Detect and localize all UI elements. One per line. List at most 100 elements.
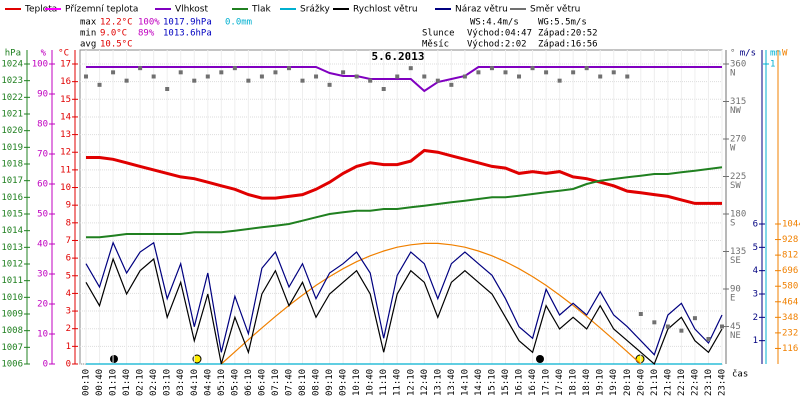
x-tick-label: 10:10 bbox=[352, 369, 362, 396]
axis-tick-label: 1 bbox=[770, 60, 775, 70]
axis-tick-label: 1024 bbox=[1, 60, 23, 70]
direction-dot bbox=[584, 66, 589, 71]
axis-tick-label: 0 bbox=[66, 360, 71, 370]
astro-set: Západ:16:56 bbox=[538, 40, 598, 50]
astro-rise: Východ:2:02 bbox=[467, 40, 527, 50]
axis-unit-label: mm bbox=[770, 49, 781, 59]
legend-label: Teplota bbox=[24, 5, 57, 15]
axis-tick-label: 100 bbox=[32, 60, 48, 70]
axis-tick-label: 2 bbox=[66, 324, 71, 334]
x-tick-label: 06:10 bbox=[244, 369, 254, 396]
axis-tick-label: 3 bbox=[753, 290, 758, 300]
x-tick-label: 20:40 bbox=[636, 369, 646, 396]
stat-text: 89% bbox=[138, 29, 155, 39]
axis-tick-label: 50 bbox=[37, 210, 48, 220]
astro-label: Slunce bbox=[422, 29, 455, 39]
x-tick-label: 13:10 bbox=[433, 369, 443, 396]
x-tick-label: 03:10 bbox=[163, 369, 173, 396]
direction-dot bbox=[706, 337, 711, 341]
stat-text: 12.2°C bbox=[100, 18, 133, 28]
direction-dot bbox=[124, 78, 129, 83]
axis-tick-label: 1010 bbox=[1, 293, 23, 303]
axis-tick-label: 1020 bbox=[1, 126, 23, 136]
direction-dot bbox=[665, 324, 670, 329]
direction-dot bbox=[178, 70, 183, 75]
direction-dot bbox=[232, 66, 237, 71]
direction-dot bbox=[476, 70, 481, 75]
x-tick-label: 12:10 bbox=[406, 369, 416, 396]
dir-name-label: SW bbox=[730, 181, 741, 191]
axis-unit-label: W bbox=[782, 49, 788, 59]
axis-tick-label: 17 bbox=[60, 60, 71, 70]
axis-tick-label: 6 bbox=[66, 254, 71, 264]
direction-dot bbox=[720, 324, 724, 329]
x-tick-label: 11:10 bbox=[379, 369, 389, 396]
x-tick-label: 02:10 bbox=[136, 369, 146, 396]
direction-dot bbox=[679, 328, 684, 333]
series-line bbox=[86, 66, 722, 93]
x-tick-label: 02:40 bbox=[149, 369, 159, 396]
plot-frame bbox=[79, 49, 723, 365]
x-tick-label: 21:40 bbox=[663, 369, 673, 396]
x-tick-label: 12:40 bbox=[420, 369, 430, 396]
wind-info: WG:5.5m/s bbox=[538, 18, 587, 28]
dir-name-label: S bbox=[730, 219, 735, 229]
direction-dot bbox=[138, 66, 143, 71]
direction-dot bbox=[341, 70, 346, 75]
axis-tick-label: 928 bbox=[782, 235, 798, 245]
series-line bbox=[86, 166, 723, 239]
x-axis-label: čas bbox=[732, 369, 748, 380]
x-tick-label: 03:40 bbox=[176, 369, 186, 396]
axis-tick-label: 8 bbox=[66, 218, 71, 228]
x-tick-label: 11:40 bbox=[393, 369, 403, 396]
axis-tick-label: 135 bbox=[730, 247, 746, 257]
direction-dot bbox=[611, 70, 616, 75]
direction-dot bbox=[557, 78, 562, 83]
direction-dot bbox=[503, 70, 508, 75]
x-tick-label: 14:10 bbox=[460, 369, 470, 396]
axis-tick-label: 1021 bbox=[1, 110, 23, 120]
x-tick-label: 21:10 bbox=[650, 369, 660, 396]
series-line bbox=[220, 242, 642, 365]
axis-tick-label: 16 bbox=[60, 77, 71, 87]
direction-dot bbox=[368, 78, 373, 83]
direction-dot bbox=[435, 78, 440, 83]
axis-tick-label: 1006 bbox=[1, 360, 23, 370]
direction-dot bbox=[517, 74, 522, 79]
x-tick-label: 22:10 bbox=[677, 369, 687, 396]
stat-text: 9.0°C bbox=[100, 29, 127, 39]
x-tick-label: 01:40 bbox=[122, 369, 132, 396]
axis-unit-label: % bbox=[41, 49, 47, 59]
axis-tick-label: 80 bbox=[37, 120, 48, 130]
stat-text: min bbox=[80, 29, 96, 39]
direction-dot bbox=[598, 74, 603, 79]
stat-text: 10.5°C bbox=[100, 40, 133, 50]
direction-dot bbox=[286, 66, 291, 71]
direction-dot bbox=[314, 74, 319, 79]
direction-dot bbox=[151, 74, 156, 79]
axis-tick-label: 13 bbox=[60, 130, 71, 140]
axis-tick-label: 7 bbox=[66, 236, 71, 246]
axis-unit-label: m/s bbox=[740, 49, 756, 59]
x-tick-label: 14:40 bbox=[474, 369, 484, 396]
axis-tick-label: 4 bbox=[66, 289, 71, 299]
axis-tick-label: 1018 bbox=[1, 160, 23, 170]
axis-tick-label: 2 bbox=[753, 313, 758, 323]
series-line bbox=[85, 240, 723, 356]
axis-tick-label: 1015 bbox=[1, 210, 23, 220]
direction-dot bbox=[165, 87, 170, 91]
axis-tick-label: 12 bbox=[60, 148, 71, 158]
axis-tick-label: 5 bbox=[753, 243, 758, 253]
stat-text: max bbox=[80, 18, 97, 28]
direction-dot bbox=[544, 70, 549, 75]
axis-tick-label: 90 bbox=[730, 285, 741, 295]
direction-dot bbox=[449, 82, 454, 87]
axis-tick-label: 10 bbox=[37, 330, 48, 340]
direction-dot bbox=[259, 74, 264, 79]
stat-text: 1013.6hPa bbox=[163, 29, 212, 39]
axis-tick-label: 180 bbox=[730, 210, 746, 220]
axis-tick-label: 116 bbox=[782, 344, 798, 354]
direction-dot bbox=[219, 70, 224, 75]
legend-label: Přízemní teplota bbox=[65, 5, 138, 15]
axis-tick-label: 1014 bbox=[1, 226, 23, 236]
